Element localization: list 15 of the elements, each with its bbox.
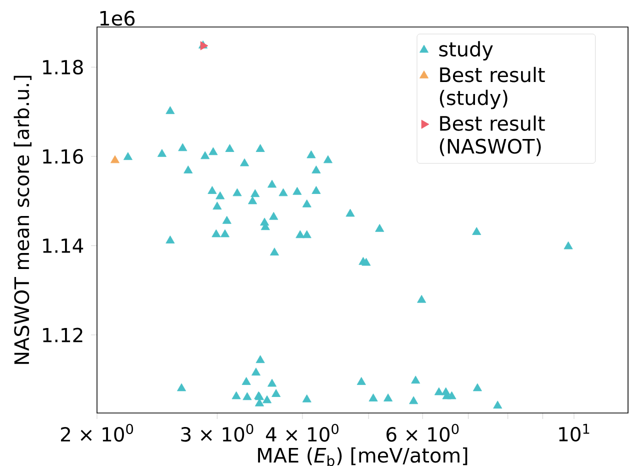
x-tick-label: 4 × 10$^{0}$ [266,424,338,442]
y-tick-label: 1.16 [43,149,83,164]
legend-label: Best result (NASWOT) [440,115,545,156]
x-tick-label: 2 × 10$^{0}$ [60,424,134,442]
x-axis-title: MAE (E$_{b}$) [meV/atom] [258,447,468,466]
x-tick-label: 6 × 10$^{0}$ [386,424,459,442]
legend-label: study [439,41,493,60]
y-tick-label: 1.14 [43,238,84,253]
y-tick-label: 1.12 [43,328,82,342]
x-tick-label: 3 × 10$^{0}$ [181,424,254,442]
text: 1e6 [100,10,135,26]
y-axis-title: NASWOT mean score [arb.u.] [14,76,32,364]
y-tick-label: 1.18 [43,60,83,75]
x-tick-label: 10$^{1}$ [559,424,590,442]
legend-label: Best result (study) [440,66,545,110]
